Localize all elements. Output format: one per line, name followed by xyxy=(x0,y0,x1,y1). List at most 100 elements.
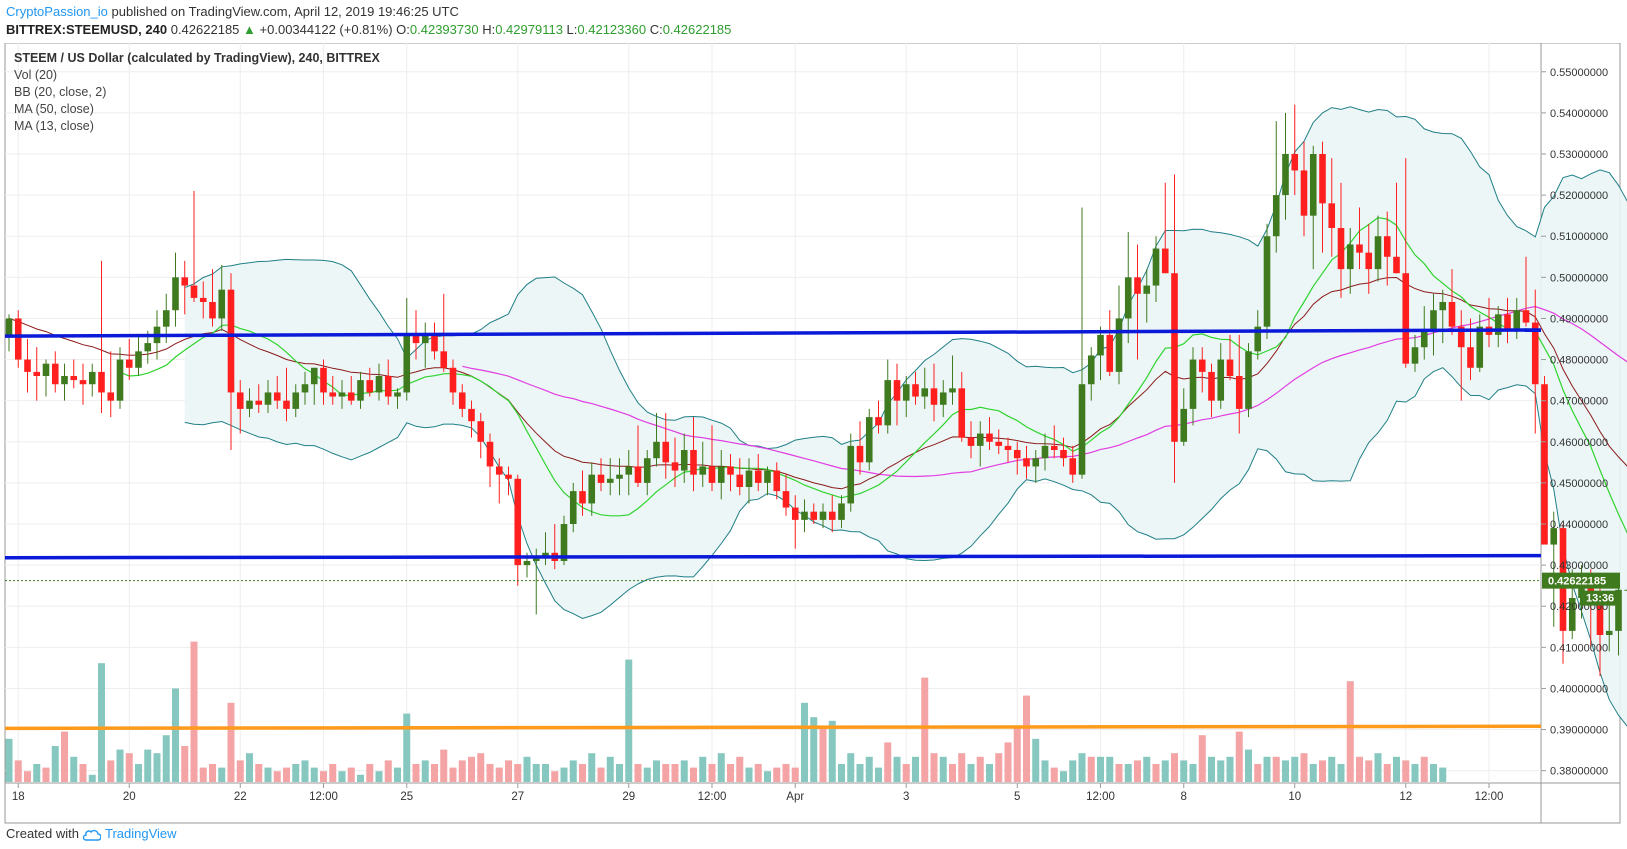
candle[interactable] xyxy=(1541,376,1548,545)
candle[interactable] xyxy=(967,421,975,459)
candle[interactable] xyxy=(1245,343,1252,418)
candle[interactable] xyxy=(847,433,855,512)
candle[interactable] xyxy=(643,450,651,496)
candle[interactable] xyxy=(1504,297,1511,344)
candle[interactable] xyxy=(1309,145,1317,270)
candle[interactable] xyxy=(828,495,836,533)
candle[interactable] xyxy=(662,413,670,479)
candle[interactable] xyxy=(495,458,503,504)
candle[interactable] xyxy=(1013,441,1021,475)
candle[interactable] xyxy=(310,367,318,405)
author-link[interactable]: CryptoPassion_io xyxy=(6,4,108,19)
candle[interactable] xyxy=(1494,306,1502,348)
candle[interactable] xyxy=(1208,363,1215,418)
candle[interactable] xyxy=(1291,104,1299,196)
candle[interactable] xyxy=(477,413,485,459)
candle[interactable] xyxy=(1106,310,1114,376)
candle[interactable] xyxy=(680,433,688,483)
candle[interactable] xyxy=(1411,334,1419,372)
candle[interactable] xyxy=(449,359,457,405)
candle[interactable] xyxy=(597,458,605,492)
candle[interactable] xyxy=(1457,310,1465,401)
candle[interactable] xyxy=(1420,306,1428,360)
candle[interactable] xyxy=(431,322,438,360)
candle[interactable] xyxy=(1143,269,1151,323)
candle[interactable] xyxy=(320,359,327,405)
candle[interactable] xyxy=(791,495,799,549)
candle[interactable] xyxy=(1439,289,1447,344)
candle[interactable] xyxy=(264,380,272,413)
volume-level-line[interactable] xyxy=(4,724,1542,731)
candle[interactable] xyxy=(421,322,429,368)
candle[interactable] xyxy=(1374,215,1382,282)
candle[interactable] xyxy=(227,273,235,450)
candle[interactable] xyxy=(912,371,919,405)
support-line[interactable] xyxy=(4,553,1542,560)
candle[interactable] xyxy=(70,359,78,389)
candle[interactable] xyxy=(616,458,623,496)
candle[interactable] xyxy=(958,371,966,442)
candle[interactable] xyxy=(283,367,290,422)
candle[interactable] xyxy=(1383,211,1391,286)
candle[interactable] xyxy=(717,450,725,500)
candle[interactable] xyxy=(838,495,845,529)
candle[interactable] xyxy=(51,351,59,393)
candle[interactable] xyxy=(88,363,96,397)
candle[interactable] xyxy=(14,310,22,368)
candle[interactable] xyxy=(1226,334,1234,381)
candle[interactable] xyxy=(1263,223,1271,339)
candle[interactable] xyxy=(542,532,549,566)
candle[interactable] xyxy=(1254,310,1262,360)
candle[interactable] xyxy=(865,408,873,471)
candle[interactable] xyxy=(1087,347,1095,401)
candle[interactable] xyxy=(1300,141,1308,237)
candle[interactable] xyxy=(79,363,87,405)
candle[interactable] xyxy=(1550,511,1558,627)
candle[interactable] xyxy=(893,363,901,426)
candle[interactable] xyxy=(884,359,892,434)
candle[interactable] xyxy=(1134,244,1141,360)
candle[interactable] xyxy=(1402,158,1410,368)
candle[interactable] xyxy=(1430,293,1437,356)
candle[interactable] xyxy=(338,380,346,409)
candle[interactable] xyxy=(1393,182,1400,274)
candle[interactable] xyxy=(588,462,596,516)
candle[interactable] xyxy=(1365,223,1373,294)
candle[interactable] xyxy=(236,380,244,434)
candle[interactable] xyxy=(754,454,762,492)
candle[interactable] xyxy=(653,413,660,467)
candle[interactable] xyxy=(902,376,910,418)
candle[interactable] xyxy=(292,384,300,418)
candle[interactable] xyxy=(135,334,142,376)
candle[interactable] xyxy=(986,417,993,450)
candle[interactable] xyxy=(5,314,13,352)
candle[interactable] xyxy=(1356,207,1363,270)
candle[interactable] xyxy=(107,351,115,418)
candle[interactable] xyxy=(1050,425,1058,459)
candle[interactable] xyxy=(1032,450,1040,483)
candle[interactable] xyxy=(301,371,309,405)
candle[interactable] xyxy=(209,269,216,327)
candle[interactable] xyxy=(1152,236,1160,302)
candle[interactable] xyxy=(949,355,956,405)
candlestick-chart[interactable]: 0.38000000 0.39000000 0.40000000 0.41000000… xyxy=(0,43,1627,824)
candle[interactable] xyxy=(273,376,281,409)
candle[interactable] xyxy=(875,400,882,434)
candle[interactable] xyxy=(1198,347,1206,393)
candle[interactable] xyxy=(1235,334,1243,434)
candle[interactable] xyxy=(1319,141,1326,253)
candle[interactable] xyxy=(671,437,679,487)
candle[interactable] xyxy=(1041,433,1049,471)
candle[interactable] xyxy=(61,363,68,401)
candle[interactable] xyxy=(347,376,355,405)
candle[interactable] xyxy=(1171,174,1178,483)
candle[interactable] xyxy=(1124,232,1132,344)
candle[interactable] xyxy=(1531,289,1539,434)
candle[interactable] xyxy=(782,474,790,516)
candle[interactable] xyxy=(976,421,984,467)
candle[interactable] xyxy=(1605,598,1613,652)
candle[interactable] xyxy=(514,474,522,586)
candle[interactable] xyxy=(329,376,337,405)
candle[interactable] xyxy=(1060,437,1067,467)
candle[interactable] xyxy=(366,367,374,397)
